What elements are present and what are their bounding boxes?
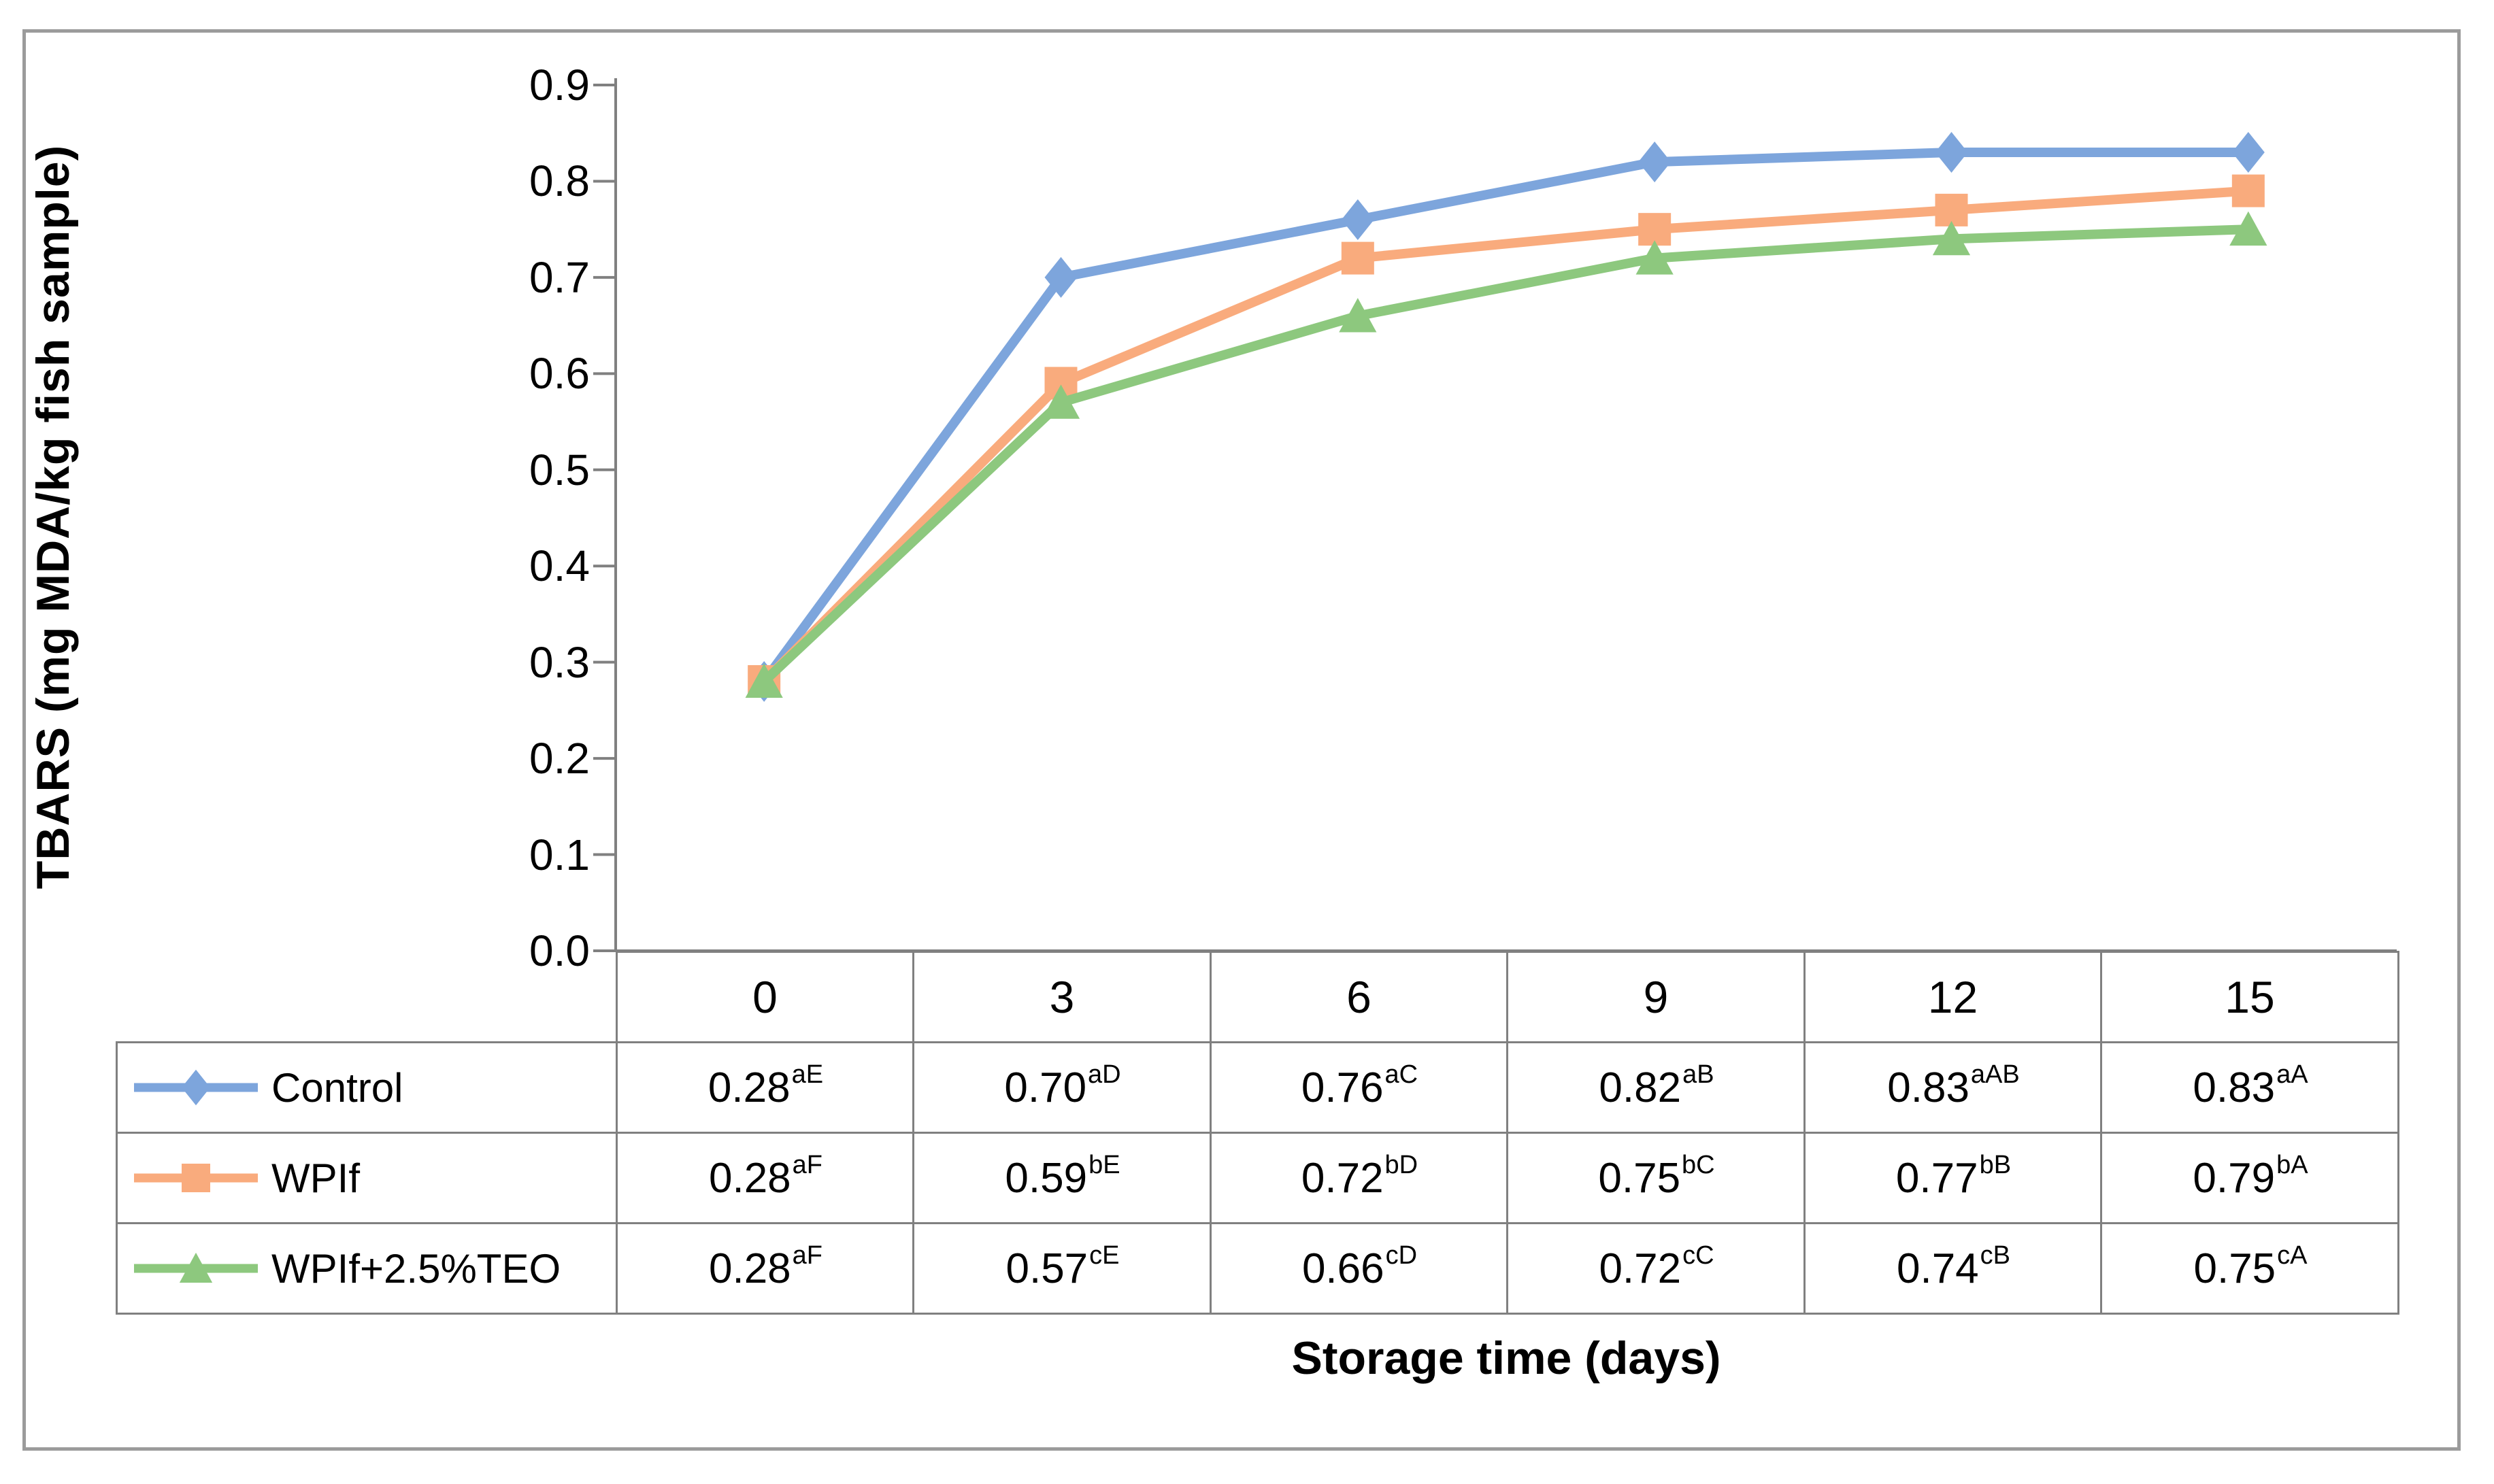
legend-cell-wpif-teo: WPIf+2.5%TEO bbox=[116, 1222, 618, 1315]
series-marker-diamond bbox=[1044, 256, 1078, 298]
table-value-cell: 0.28aF bbox=[616, 1222, 914, 1315]
legend-label: WPIf bbox=[271, 1155, 360, 1201]
y-tick-label: 0.2 bbox=[529, 734, 590, 783]
series-marker-triangle bbox=[1635, 240, 1674, 275]
series-line-WPIf bbox=[759, 186, 2253, 686]
y-tick-label: 0.3 bbox=[529, 637, 590, 687]
series-line-WPIf+2.5%TEO bbox=[759, 224, 2253, 686]
y-tick-label: 0.9 bbox=[529, 61, 590, 109]
legend-key-icon bbox=[134, 1252, 258, 1283]
table-row-wpif-teo: WPIf+2.5%TEO 0.28aF 0.57cE 0.66cD 0.72cC… bbox=[116, 1222, 2399, 1315]
series-marker-triangle bbox=[2229, 211, 2267, 246]
table-value-cell: 0.28aF bbox=[616, 1132, 914, 1224]
table-value-cell: 0.72bD bbox=[1210, 1132, 1508, 1224]
x-category-row: 0 3 6 9 12 15 bbox=[117, 951, 2399, 1043]
series-marker-square bbox=[1341, 241, 1374, 275]
table-value-cell: 0.57cE bbox=[912, 1222, 1212, 1315]
y-tick-label: 0.5 bbox=[529, 445, 590, 494]
x-category-label: 9 bbox=[1506, 951, 1806, 1043]
legend-key-icon bbox=[134, 1164, 258, 1192]
series-marker-diamond bbox=[2231, 132, 2265, 173]
y-tick-label: 0.7 bbox=[529, 252, 590, 302]
legend-label: WPIf+2.5%TEO bbox=[271, 1245, 561, 1292]
table-value-cell: 0.72cC bbox=[1506, 1222, 1806, 1315]
y-tick-label: 0.0 bbox=[529, 926, 590, 975]
series-marker-diamond bbox=[1341, 199, 1374, 241]
series-marker-diamond bbox=[1638, 141, 1672, 183]
series-marker-triangle bbox=[1339, 298, 1377, 333]
series-marker-triangle bbox=[179, 1252, 213, 1283]
table-value-cell: 0.83aA bbox=[2100, 1041, 2399, 1134]
y-tick-label: 0.8 bbox=[529, 156, 590, 206]
table-value-cell: 0.70aD bbox=[912, 1041, 1212, 1134]
legend-label: Control bbox=[271, 1064, 403, 1111]
series-marker-square bbox=[182, 1164, 210, 1192]
series-marker-diamond bbox=[182, 1069, 210, 1106]
table-value-cell: 0.74cB bbox=[1803, 1222, 2102, 1315]
table-value-cell: 0.28aE bbox=[616, 1041, 914, 1134]
chart-data-table: 0 3 6 9 12 15 Control 0.28aE 0.70aD 0.76… bbox=[116, 951, 2399, 1315]
legend-cell-wpif: WPIf bbox=[116, 1132, 618, 1224]
table-value-cell: 0.59bE bbox=[912, 1132, 1212, 1224]
series-marker-square bbox=[1935, 193, 1968, 226]
y-tick-label: 0.1 bbox=[529, 830, 590, 879]
table-value-cell: 0.75bC bbox=[1506, 1132, 1806, 1224]
series-marker-square bbox=[2231, 174, 2265, 207]
table-value-cell: 0.82aB bbox=[1506, 1041, 1806, 1134]
x-category-label: 12 bbox=[1803, 951, 2102, 1043]
x-axis-title: Storage time (days) bbox=[1291, 1332, 1721, 1384]
legend-cell-control: Control bbox=[116, 1041, 618, 1134]
series-marker-diamond bbox=[1935, 132, 1968, 173]
table-row-wpif: WPIf 0.28aF 0.59bE 0.72bD 0.75bC 0.77bB … bbox=[116, 1132, 2399, 1224]
series-marker-square bbox=[1638, 213, 1672, 246]
series-line-Control bbox=[759, 148, 2253, 686]
x-category-label: 0 bbox=[616, 951, 914, 1043]
y-axis-title: TBARS (mg MDA/kg fish sample) bbox=[27, 144, 79, 890]
series-marker-triangle bbox=[1042, 384, 1080, 419]
table-value-cell: 0.77bB bbox=[1803, 1132, 2102, 1224]
table-value-cell: 0.83aAB bbox=[1803, 1041, 2102, 1134]
table-value-cell: 0.79bA bbox=[2100, 1132, 2399, 1224]
x-category-label: 15 bbox=[2100, 951, 2399, 1043]
table-value-cell: 0.75cA bbox=[2100, 1222, 2399, 1315]
series-marker-triangle bbox=[745, 663, 783, 698]
x-category-label: 6 bbox=[1210, 951, 1508, 1043]
x-category-label: 3 bbox=[912, 951, 1212, 1043]
y-tick-label: 0.6 bbox=[529, 349, 590, 399]
series-marker-triangle bbox=[1932, 220, 1971, 256]
table-value-cell: 0.76aC bbox=[1210, 1041, 1508, 1134]
table-row-control: Control 0.28aE 0.70aD 0.76aC 0.82aB 0.83… bbox=[116, 1041, 2399, 1134]
table-value-cell: 0.66cD bbox=[1210, 1222, 1508, 1315]
legend-key-icon bbox=[134, 1069, 258, 1106]
table-corner-cell bbox=[117, 952, 617, 1043]
y-tick-label: 0.4 bbox=[529, 541, 590, 591]
